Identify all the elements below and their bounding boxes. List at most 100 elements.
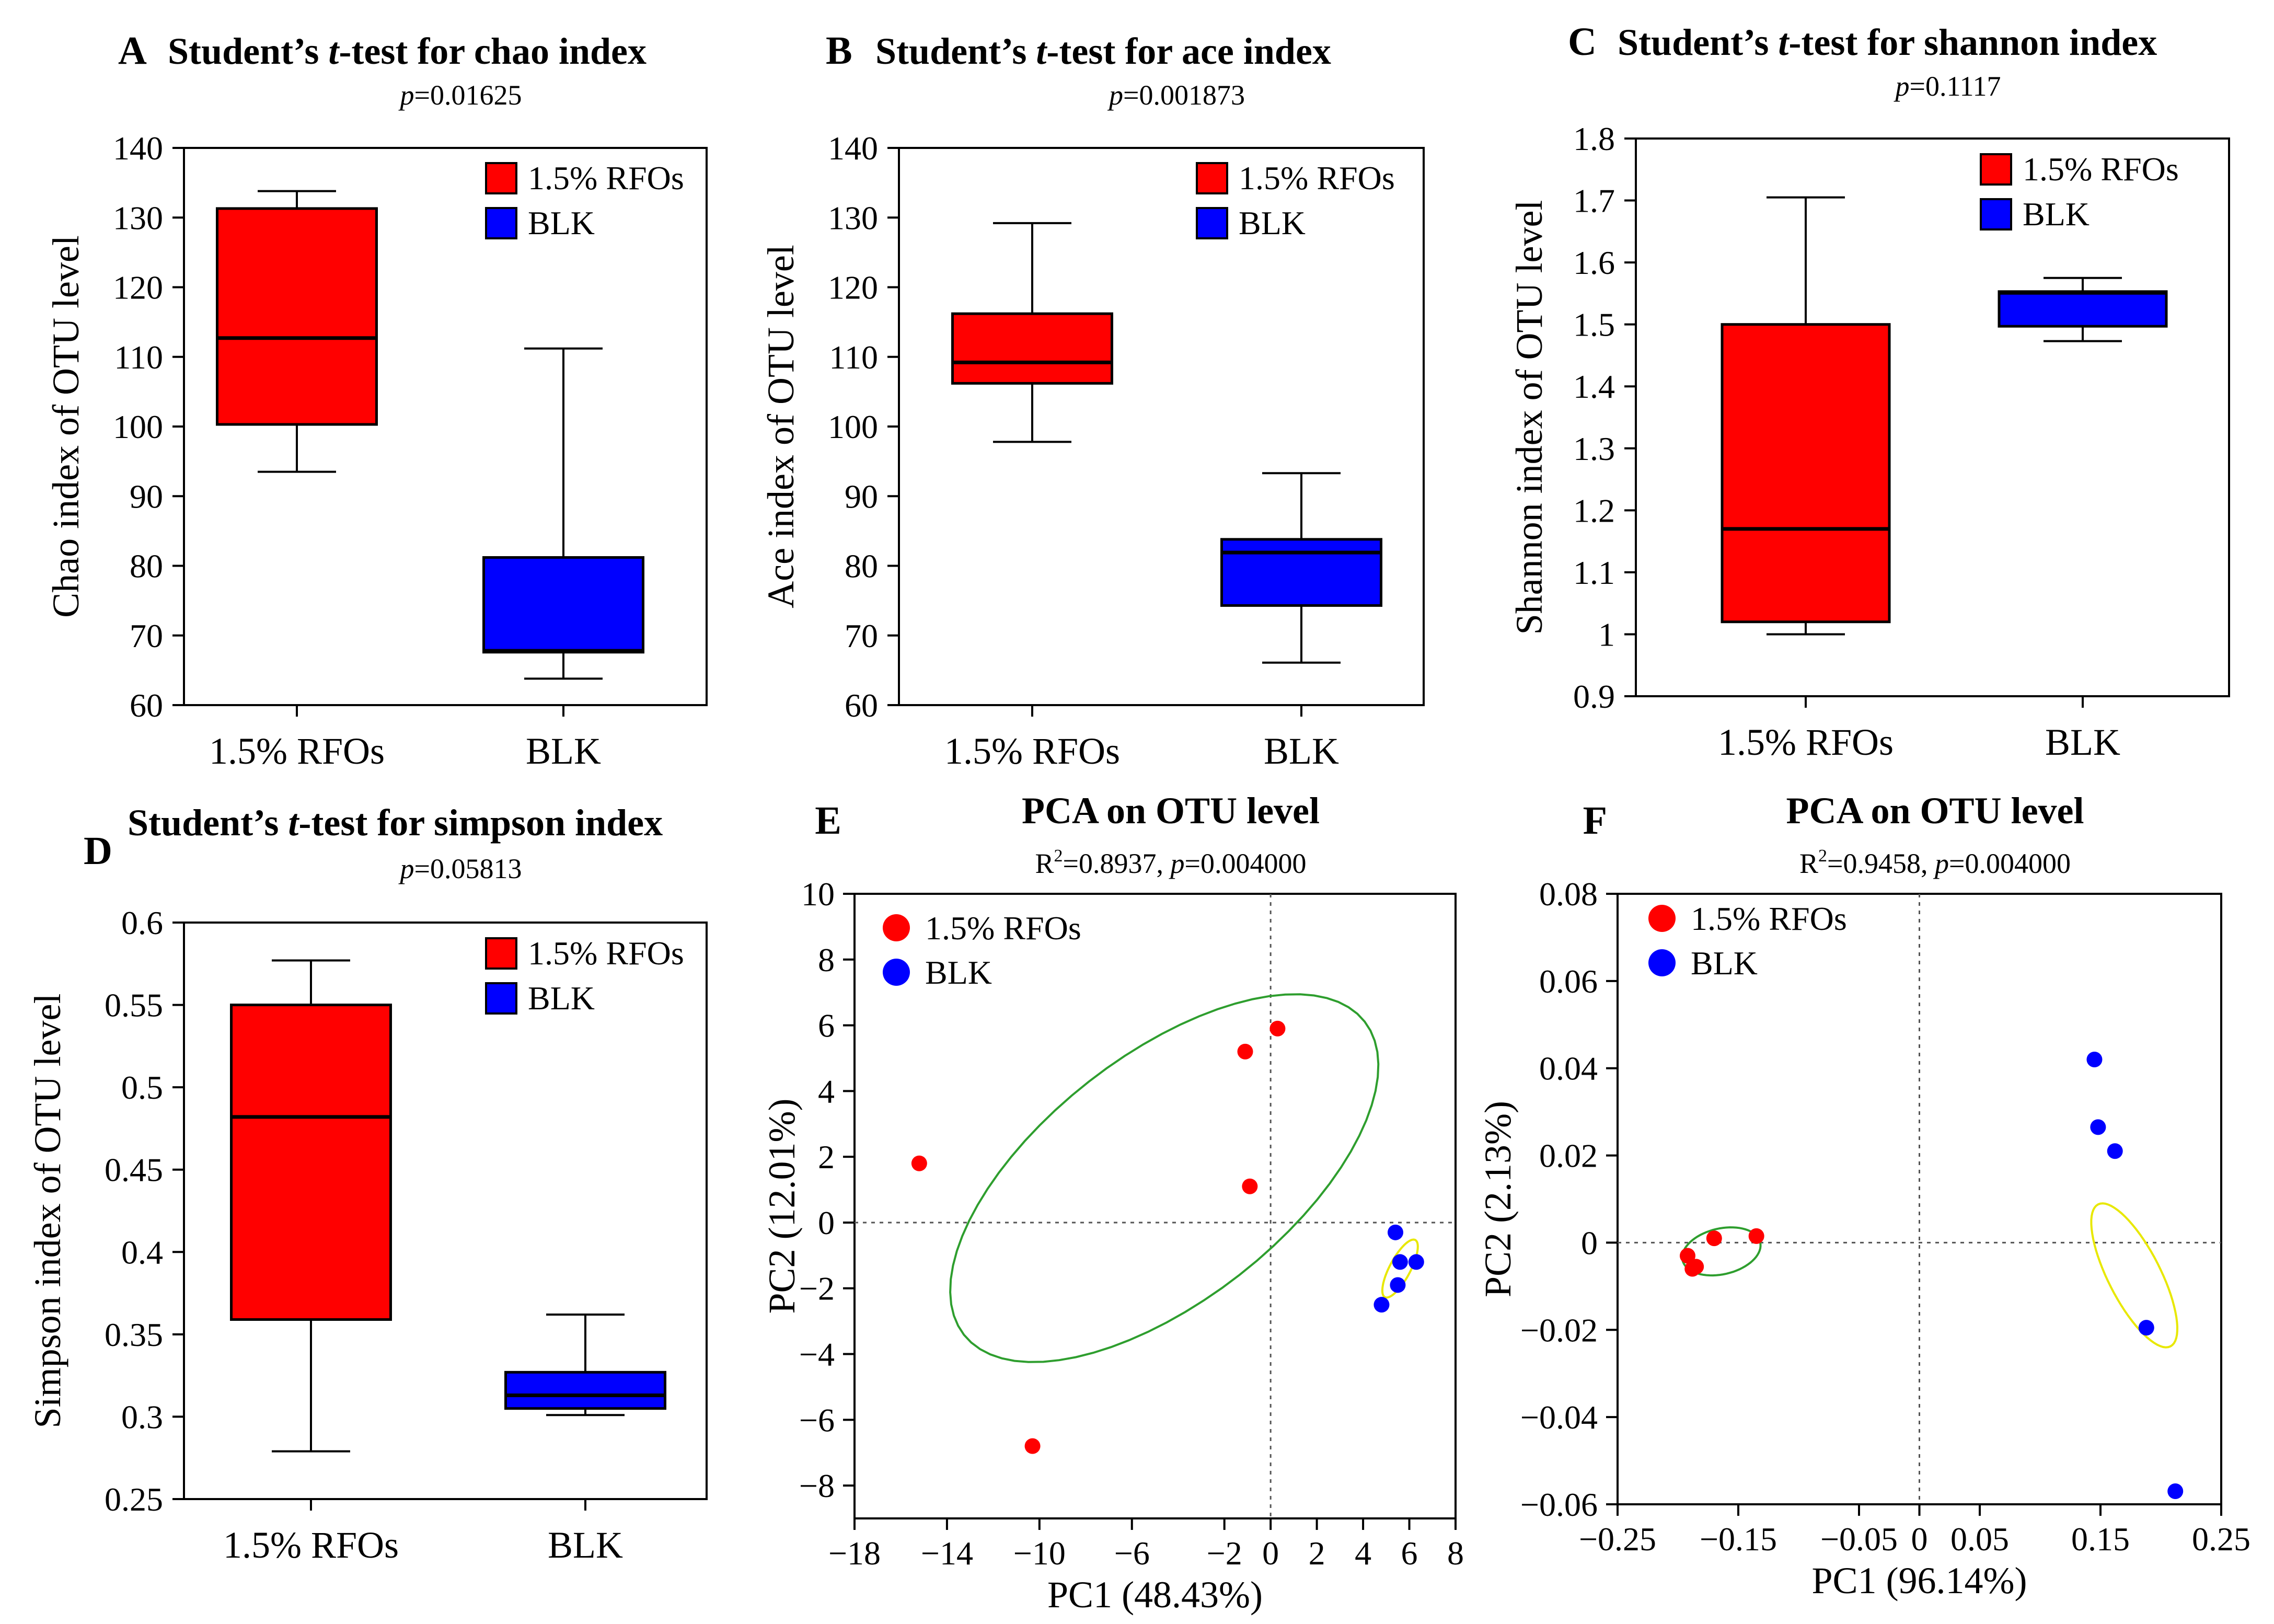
p-symbol: p (1894, 71, 1910, 102)
y-tick-label: 140 (828, 130, 878, 167)
data-point (1237, 1043, 1253, 1059)
p-value: p=0.05813 (398, 853, 522, 884)
x-category-label: BLK (548, 1524, 623, 1566)
legend-label: BLK (528, 204, 595, 241)
plot-frame (898, 147, 1425, 706)
plot-frame (1635, 137, 2230, 697)
title-text: Student’s (1618, 21, 1778, 63)
legend-swatch (1196, 162, 1228, 194)
data-point (1373, 1297, 1390, 1313)
x-category-label: 1.5% RFOs (209, 730, 385, 772)
y-tick-label: 80 (845, 548, 878, 585)
box-blk (1998, 277, 2168, 342)
y-axis-label: Ace index of OTU level (760, 245, 802, 608)
panel-letter: F (1583, 799, 1607, 843)
legend-label: 1.5% RFOs (528, 159, 684, 197)
y-tick-label: 1.4 (1573, 368, 1615, 405)
box-iqr (1998, 290, 2168, 328)
y-axis-label: Shannon index of OTU level (1508, 200, 1550, 635)
y-tick-label: −0.04 (1520, 1399, 1598, 1436)
series-blk (1373, 1224, 1424, 1313)
x-tick-label: 0.25 (2192, 1521, 2250, 1558)
legend-swatch (1980, 198, 2012, 231)
y-tick-label: −2 (799, 1270, 835, 1307)
confidence-ellipse (2090, 1202, 2179, 1349)
data-point (1392, 1254, 1408, 1270)
r-symbol: R (1799, 848, 1818, 879)
x-axis-label: PC1 (96.14%) (1812, 1560, 2027, 1602)
data-point (1390, 1277, 1406, 1293)
y-tick-label: 1.5 (1573, 306, 1615, 343)
data-point (2090, 1119, 2106, 1135)
legend-label: 1.5% RFOs (925, 909, 1081, 947)
x-tick-label: 0 (1262, 1535, 1279, 1572)
panel-letter: D (84, 829, 112, 873)
legend-swatch (485, 982, 517, 1015)
y-axis-label: PC2 (2.13%) (1477, 1101, 1519, 1297)
superscript: 2 (1818, 846, 1827, 866)
p-text: =0.004000 (1185, 848, 1307, 879)
y-tick-label: −0.06 (1520, 1486, 1598, 1523)
chart-title: Student’s t-test for ace index (875, 30, 1331, 72)
y-tick-label: 60 (130, 687, 163, 724)
y-tick-label: 0 (1581, 1224, 1598, 1261)
title-text: -test for ace index (1046, 30, 1331, 72)
panel-c: C Student’s t-test for shannon index p=0.1… (1508, 20, 2230, 763)
y-tick-label: 140 (113, 130, 163, 167)
legend-marker (1648, 949, 1676, 976)
superscript: 2 (1054, 846, 1063, 866)
y-tick-label: −0.02 (1520, 1311, 1598, 1349)
chart-title: PCA on OTU level (1786, 790, 2084, 832)
y-tick-label: 0.3 (121, 1398, 163, 1435)
y-tick-label: −4 (799, 1336, 835, 1373)
y-tick-label: 120 (113, 269, 163, 306)
plot-frame (853, 893, 1457, 1519)
legend-marker (883, 959, 910, 986)
p-value: p=0.01625 (398, 79, 522, 111)
legend-swatch (1196, 207, 1228, 239)
panel-a: A Student’s t-test for chao index p=0.0162… (45, 29, 708, 772)
p-value: p=0.001873 (1107, 79, 1245, 111)
x-category-label: 1.5% RFOs (944, 730, 1120, 772)
box-rfos (230, 959, 392, 1453)
data-point (1408, 1254, 1424, 1270)
chart-title: Student’s t-test for chao index (168, 30, 647, 72)
x-tick-label: 4 (1355, 1535, 1371, 1572)
legend-label: 1.5% RFOs (528, 935, 684, 972)
x-tick-label: 0 (1911, 1521, 1928, 1558)
x-tick-label: −14 (921, 1535, 973, 1572)
y-tick-label: 100 (113, 408, 163, 445)
p-symbol: p (398, 853, 414, 884)
legend-label: 1.5% RFOs (1239, 159, 1395, 197)
box-iqr (504, 1370, 666, 1410)
title-text: Student’s (128, 802, 288, 844)
legend-label: 1.5% RFOs (1691, 900, 1847, 937)
data-point (911, 1155, 927, 1171)
y-tick-label: 100 (828, 408, 878, 445)
y-tick-label: 1.3 (1573, 430, 1615, 467)
box-iqr (230, 1004, 392, 1321)
y-tick-label: −6 (799, 1401, 835, 1438)
title-italic: t (1778, 21, 1790, 63)
p-value: p=0.1117 (1894, 71, 2001, 102)
data-point (1679, 1248, 1695, 1264)
chart-title: Student’s t-test for shannon index (1618, 21, 2157, 63)
y-tick-label: 0.6 (121, 904, 163, 941)
y-tick-label: 90 (130, 478, 163, 515)
panel-letter: E (815, 799, 841, 843)
y-tick-label: 1.6 (1573, 244, 1615, 281)
box-blk (504, 1314, 666, 1416)
y-tick-label: 4 (818, 1073, 835, 1110)
panel-letter: B (826, 29, 852, 73)
x-tick-label: 0.15 (2071, 1521, 2130, 1558)
legend-swatch (1980, 153, 2012, 186)
data-point (1706, 1230, 1722, 1247)
legend-swatch (485, 162, 517, 194)
legend-label: BLK (1239, 204, 1306, 241)
y-tick-label: 1.8 (1573, 120, 1615, 157)
data-point (2107, 1143, 2123, 1159)
p-text: =0.004000 (1949, 848, 2071, 879)
panel-d: D Student’s t-test for simpson index p=0.0… (27, 802, 708, 1566)
p-text: =0.001873 (1123, 79, 1245, 111)
